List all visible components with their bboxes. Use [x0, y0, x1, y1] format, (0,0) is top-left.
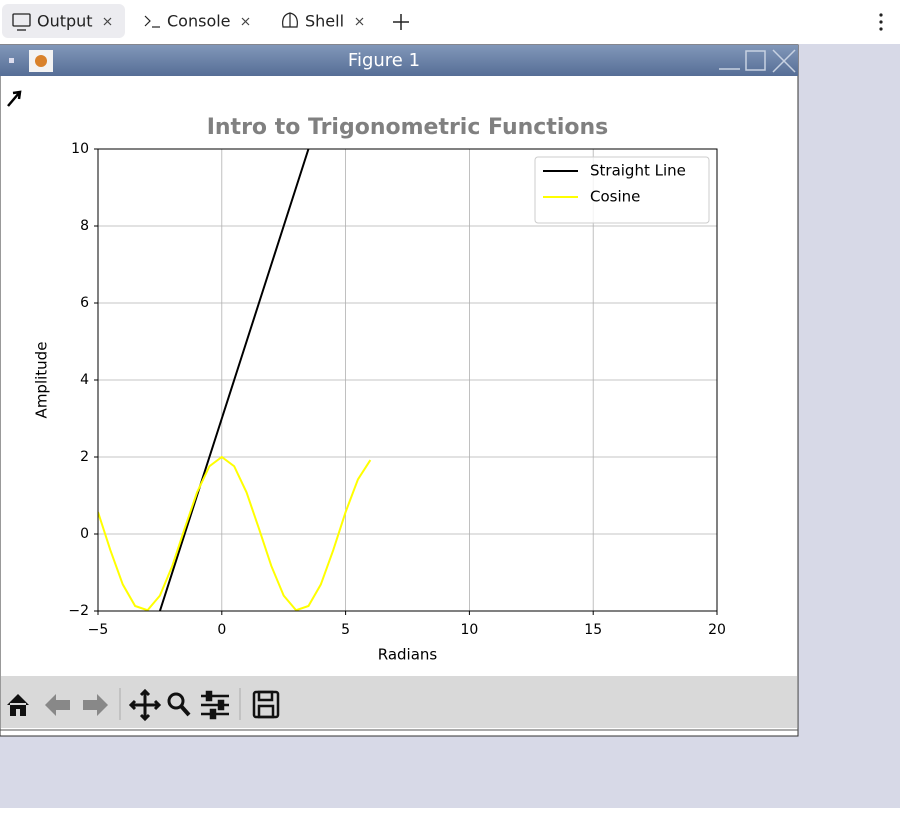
x-tick-label: 5 — [341, 622, 350, 638]
title-bar — [0, 45, 798, 76]
x-tick-label: 15 — [584, 622, 602, 638]
legend-label: Cosine — [590, 188, 640, 206]
toolbar-buttons[interactable] — [7, 688, 280, 722]
y-tick-label: −2 — [68, 603, 89, 619]
line-series — [158, 149, 310, 611]
x-tick-label: 10 — [460, 622, 478, 638]
x-axis-label: Radians — [378, 646, 438, 664]
y-axis-label: Amplitude — [33, 342, 51, 419]
menu-icon[interactable] — [879, 13, 883, 31]
chart-title: Intro to Trigonometric Functions — [207, 115, 609, 140]
pan-button[interactable] — [128, 688, 162, 722]
legend-box — [534, 156, 710, 224]
plot-frame — [97, 148, 718, 612]
window-title: Figure 1 — [348, 50, 420, 71]
active-tab[interactable] — [2, 4, 125, 38]
tab-bar — [0, 0, 900, 44]
console-icon — [144, 15, 160, 28]
line-series — [98, 455, 372, 611]
y-tick-label: 8 — [80, 218, 89, 234]
cursor — [7, 90, 22, 107]
tab-label[interactable]: Console — [167, 12, 231, 31]
window-controls[interactable] — [719, 49, 796, 73]
bottom-strip — [0, 808, 900, 813]
y-tick-label: 6 — [80, 295, 89, 311]
app-icon-dot — [35, 55, 47, 67]
x-tick-label: 0 — [217, 622, 226, 638]
add-tab[interactable] — [393, 14, 409, 30]
zoom-button[interactable] — [167, 692, 191, 717]
y-tick-label: 10 — [71, 141, 89, 157]
y-tick-label: 2 — [80, 449, 89, 465]
y-tick-label: 0 — [80, 526, 89, 542]
shell-icon — [282, 12, 298, 28]
home-button[interactable] — [7, 694, 29, 716]
close-icon[interactable] — [241, 17, 250, 26]
legend-label: Straight Line — [590, 162, 686, 180]
save-button[interactable] — [252, 690, 280, 719]
output-icon — [12, 13, 31, 31]
x-tick-label: 20 — [708, 622, 726, 638]
window-menu[interactable] — [9, 58, 14, 63]
forward-button[interactable] — [83, 694, 108, 716]
tab-label[interactable]: Output — [37, 12, 93, 31]
y-tick-label: 4 — [80, 372, 89, 388]
tab-label[interactable]: Shell — [305, 12, 344, 31]
close-icon[interactable] — [103, 17, 112, 26]
configure-button[interactable] — [201, 690, 229, 720]
back-button[interactable] — [45, 694, 70, 716]
close-icon[interactable] — [355, 17, 364, 26]
x-tick-label: −5 — [88, 622, 109, 638]
chart: −5 0 5 10 15 20 −2 0 2 4 6 8 10 Intro to Trigonometri… — [33, 115, 726, 664]
